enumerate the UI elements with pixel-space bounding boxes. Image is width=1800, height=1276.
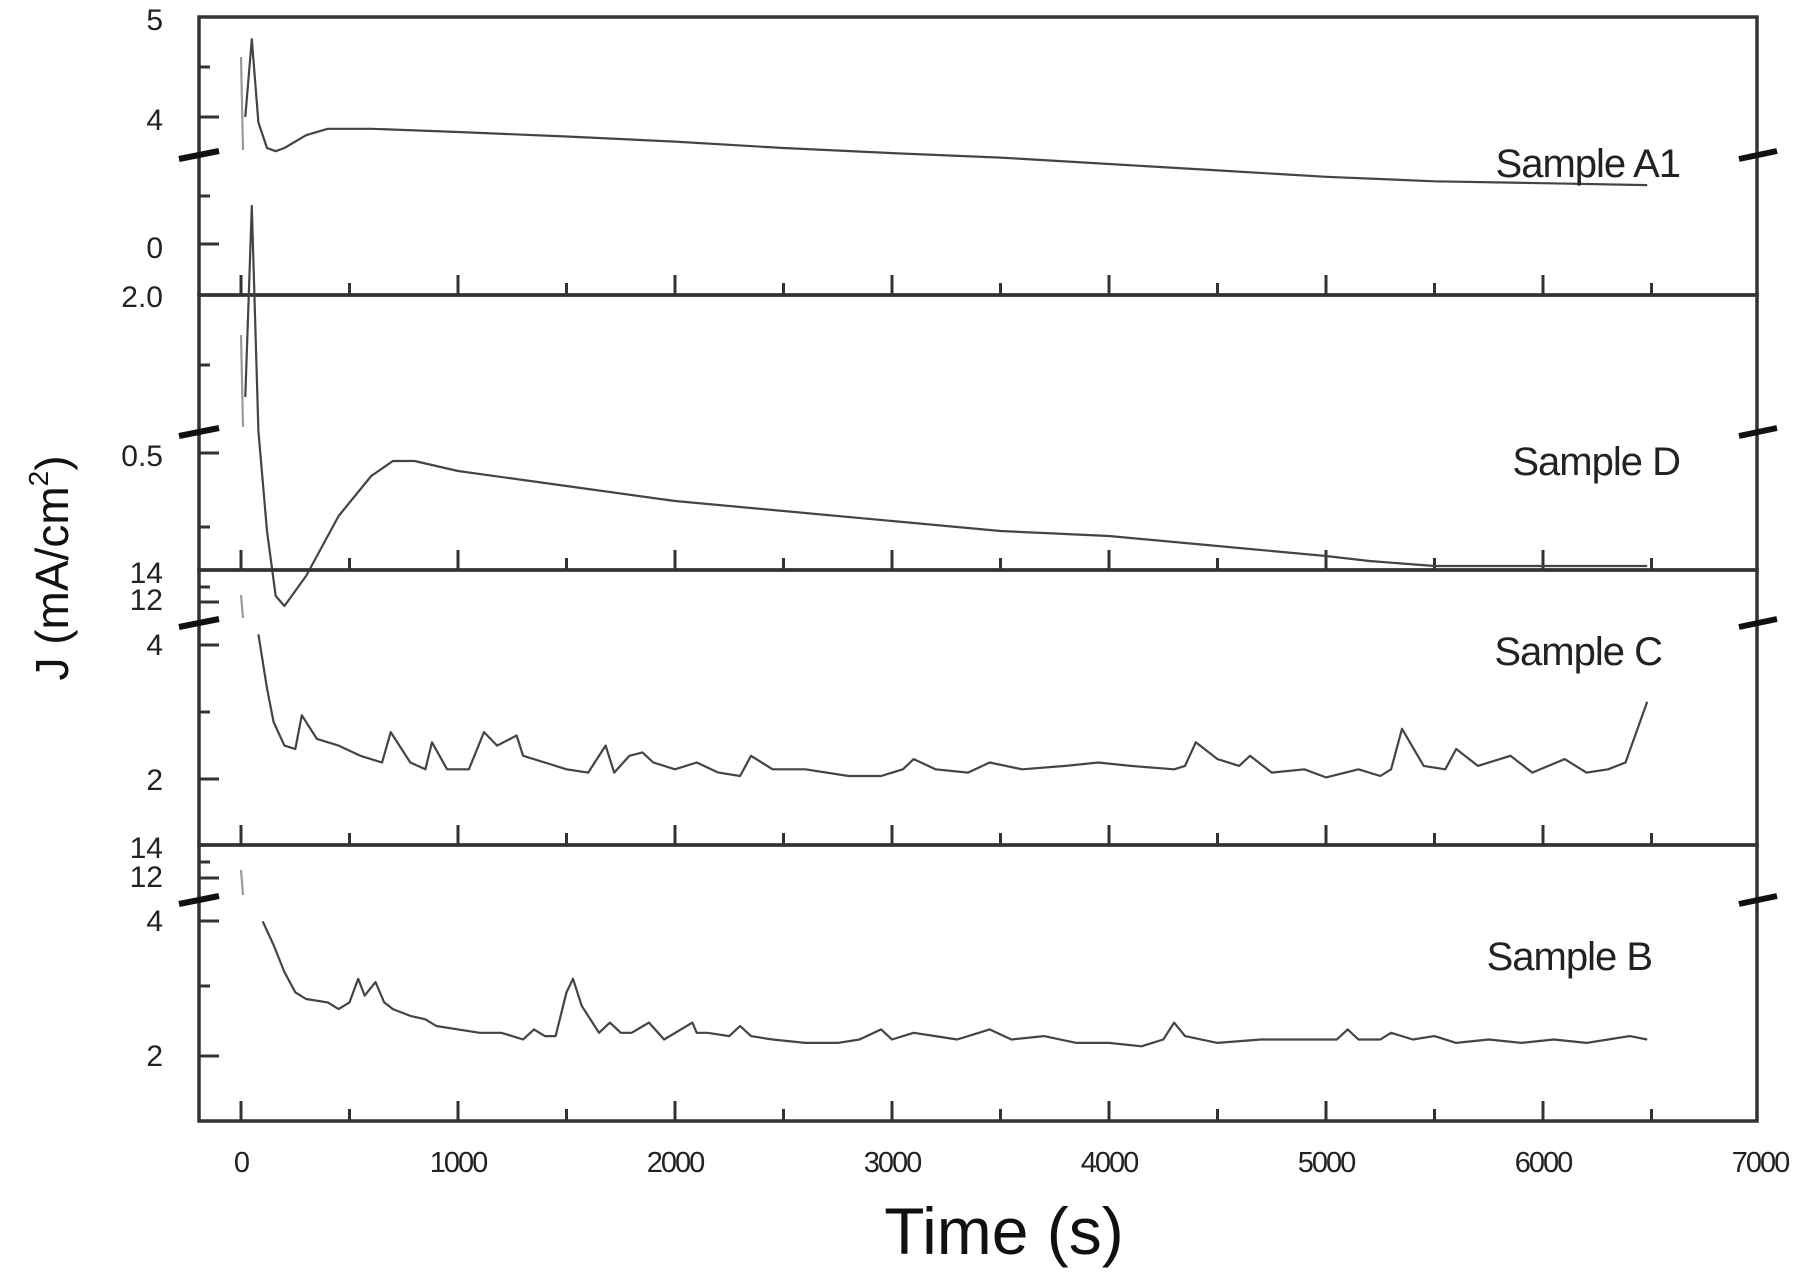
data-initial-spike	[239, 869, 245, 896]
x-axis: 0 1000 2000 3000 4000 5000 6000 7000	[234, 1147, 1791, 1179]
x-axis-title: Time (s)	[884, 1194, 1124, 1268]
y-tick-label: 0	[146, 232, 163, 265]
y-tick-label: 14	[130, 557, 163, 590]
y-tick-label: 5	[146, 4, 163, 37]
x-tick-label: 4000	[1081, 1147, 1138, 1179]
y-tick-label: 4	[146, 104, 163, 137]
axis-break-mark-right	[1738, 616, 1778, 630]
axis-break-mark-left	[178, 616, 220, 630]
y-tick-label: 12	[130, 861, 163, 894]
axis-break-mark-left	[178, 425, 220, 439]
axis-break-mark-right	[1738, 148, 1778, 162]
data-initial-spike	[239, 594, 245, 619]
axis-break-mark-right	[1738, 425, 1778, 439]
y-tick-label: 0.5	[121, 440, 163, 473]
y-axis-title-main: J (mA/cm	[26, 486, 78, 680]
panel-frame	[197, 568, 1759, 847]
y-tick-label: 2	[146, 1040, 163, 1073]
panel-sample-d: 2.0 0.5 Sample D	[121, 204, 1778, 608]
data-initial-spike	[239, 56, 245, 151]
y-tick-label: 4	[146, 905, 163, 938]
y-axis-title: J (mA/cm2)	[23, 455, 78, 680]
axis-break-mark-left	[178, 148, 220, 162]
y-tick-label: 2	[146, 764, 163, 797]
x-tick-label: 1000	[430, 1147, 487, 1179]
y-tick-label: 14	[130, 832, 163, 865]
x-tick-label: 5000	[1298, 1147, 1355, 1179]
data-initial-spike	[239, 334, 245, 428]
y-tick-label: 12	[130, 584, 163, 617]
panel-label: Sample A1	[1496, 142, 1680, 186]
axis-break-mark-right	[1738, 893, 1778, 907]
x-tick-label: 7000	[1732, 1147, 1789, 1179]
panel-frame	[197, 843, 1759, 1123]
panel-label: Sample C	[1494, 630, 1662, 674]
y-tick-label: 2.0	[121, 281, 163, 314]
axis-break-mark-left	[178, 893, 220, 907]
data-line	[244, 38, 1648, 187]
panel-label: Sample D	[1512, 440, 1680, 484]
x-tick-label: 6000	[1515, 1147, 1572, 1179]
y-axis-title-close: )	[26, 455, 78, 470]
x-tick-label: 3000	[864, 1147, 921, 1179]
y-axis-title-superscript: 2	[23, 471, 54, 487]
data-line	[257, 634, 1649, 779]
x-tick-label: 2000	[647, 1147, 704, 1179]
panel-label: Sample B	[1487, 935, 1652, 979]
y-tick-label: 4	[146, 629, 163, 662]
data-line	[244, 204, 1648, 608]
x-tick-label: 0	[234, 1147, 249, 1179]
data-line	[261, 920, 1648, 1048]
panel-sample-a1: 5 4 0 Sample A1	[146, 4, 1778, 297]
